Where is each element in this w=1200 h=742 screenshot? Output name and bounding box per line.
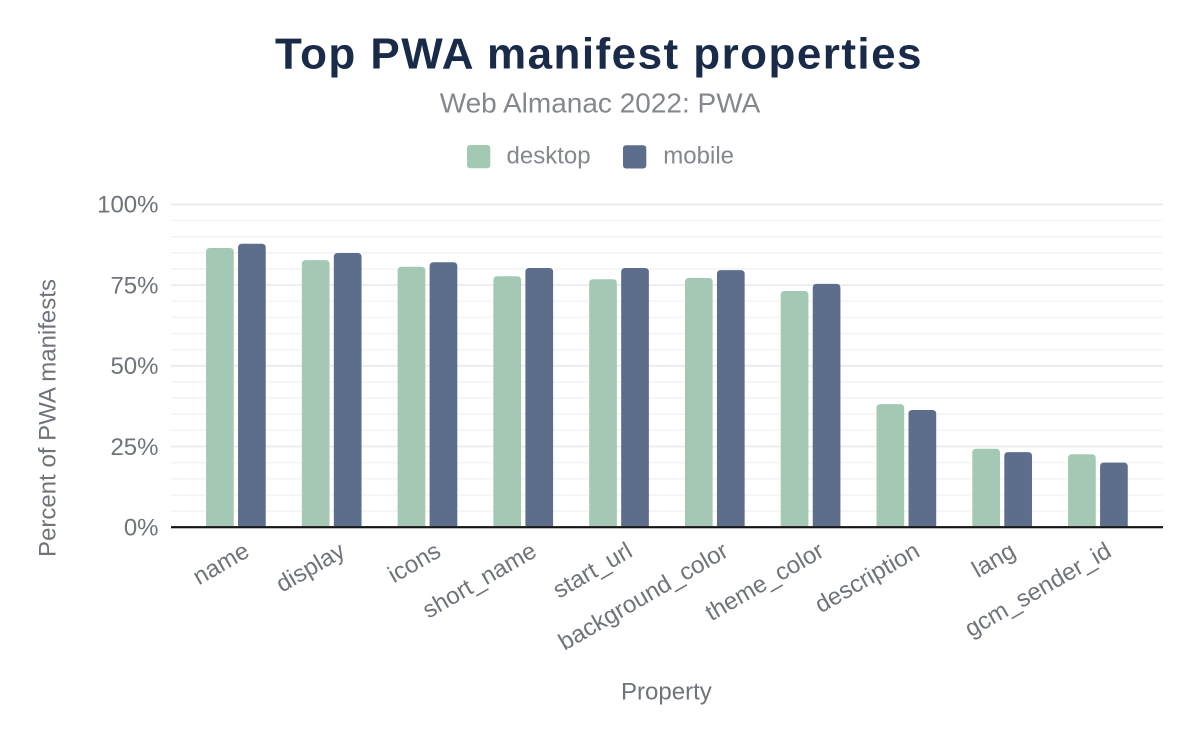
svg-text:100%: 100% [97,192,158,219]
svg-text:Web Almanac 2022: PWA: Web Almanac 2022: PWA [440,88,761,119]
svg-text:mobile: mobile [663,142,734,169]
svg-text:Percent of PWA manifests: Percent of PWA manifests [35,279,62,557]
svg-text:Top PWA manifest properties: Top PWA manifest properties [275,30,923,79]
svg-text:Property: Property [621,678,712,705]
svg-text:0%: 0% [124,515,159,542]
svg-text:desktop: desktop [507,142,591,169]
svg-text:50%: 50% [110,353,158,380]
svg-text:75%: 75% [110,272,158,299]
svg-text:25%: 25% [110,434,158,461]
